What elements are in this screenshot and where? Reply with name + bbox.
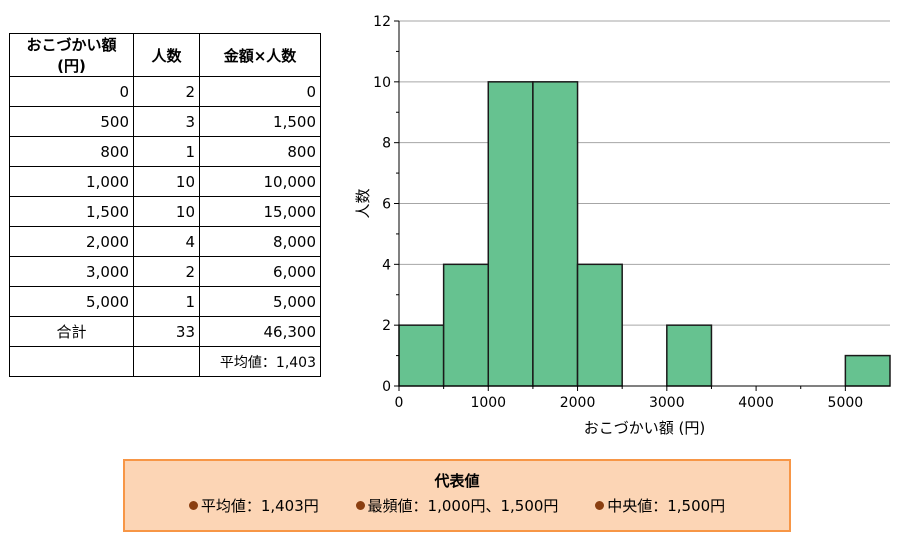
summary-item-median-text: 中央値：1,500円 — [607, 497, 726, 515]
table-total-row: 合計 33 46,300 — [9, 316, 321, 347]
header-count: 人数 — [133, 33, 200, 77]
row-product: 0 — [199, 76, 321, 107]
row-product: 10,000 — [199, 166, 321, 197]
histogram-bar — [576, 263, 623, 387]
row-count: 1 — [133, 286, 200, 317]
row-amount: 1,500 — [9, 196, 134, 227]
y-tick-label: 12 — [373, 14, 391, 30]
average-empty-2 — [133, 346, 200, 377]
row-amount: 3,000 — [9, 256, 134, 287]
row-amount: 800 — [9, 136, 134, 167]
x-tick-label: 4000 — [738, 395, 774, 411]
table-row: 5,000 1 5,000 — [9, 286, 321, 317]
row-product: 6,000 — [199, 256, 321, 287]
row-product: 5,000 — [199, 286, 321, 317]
table-row: 500 3 1,500 — [9, 106, 321, 137]
histogram-bar — [442, 263, 490, 387]
row-amount: 0 — [9, 76, 134, 107]
row-amount: 500 — [9, 106, 134, 137]
summary-box: 代表値 平均値：1,403円 最頻値：1,000円、1,500円 中央値：1,5… — [123, 459, 791, 532]
y-tick-label: 6 — [382, 197, 391, 213]
row-product: 15,000 — [199, 196, 321, 227]
total-count: 33 — [133, 316, 200, 347]
bullet-icon — [355, 501, 365, 510]
y-axis-title: 人数 — [354, 188, 372, 218]
row-product: 1,500 — [199, 106, 321, 137]
histogram-bar — [532, 81, 579, 387]
y-tick-label: 10 — [373, 75, 391, 91]
row-product: 8,000 — [199, 226, 321, 257]
x-axis-title: おこづかい額 (円) — [584, 419, 705, 437]
histogram-chart: 0 2 4 6 8 10 12 0 1000 2000 3000 4000 5000 おこづかい額 (円)… — [354, 14, 891, 437]
bullet-icon — [595, 501, 605, 510]
x-tick-label: 1000 — [470, 395, 506, 411]
x-tick-label: 0 — [395, 395, 404, 411]
row-product: 800 — [199, 136, 321, 167]
summary-item-mode-text: 最頻値：1,000円、1,500円 — [367, 497, 559, 515]
row-count: 2 — [133, 76, 200, 107]
bullet-icon — [188, 501, 198, 510]
table-row: 1,500 10 15,000 — [9, 196, 321, 227]
total-amount: 46,300 — [199, 316, 321, 347]
average-empty-1 — [9, 346, 134, 377]
histogram-bar — [487, 81, 534, 387]
summary-item-mean: 平均値：1,403円 — [188, 495, 319, 517]
table-row: 800 1 800 — [9, 136, 321, 167]
table-header-row: おこづかい額(円) 人数 金額×人数 — [9, 33, 321, 77]
y-tick-label: 2 — [382, 318, 391, 334]
total-label: 合計 — [9, 316, 134, 347]
x-tick-label: 3000 — [649, 395, 685, 411]
allowance-table: おこづかい額(円) 人数 金額×人数 0 2 0 500 3 1,500 800 1 800 1,… — [9, 33, 321, 377]
row-amount: 1,000 — [9, 166, 134, 197]
histogram-bar — [666, 324, 713, 387]
table-row: 2,000 4 8,000 — [9, 226, 321, 257]
row-amount: 5,000 — [9, 286, 134, 317]
header-amount: おこづかい額(円) — [9, 33, 134, 77]
row-count: 2 — [133, 256, 200, 287]
summary-item-mode: 最頻値：1,000円、1,500円 — [355, 495, 559, 517]
average-value: 平均値：1,403 — [199, 346, 321, 377]
y-tick-label: 0 — [382, 379, 391, 395]
row-count: 10 — [133, 166, 200, 197]
x-tick-label: 5000 — [828, 395, 864, 411]
summary-title: 代表値 — [434, 472, 480, 490]
y-tick-label: 4 — [382, 257, 391, 273]
table-row: 3,000 2 6,000 — [9, 256, 321, 287]
y-tick-label: 8 — [382, 136, 391, 152]
row-count: 4 — [133, 226, 200, 257]
table-row: 1,000 10 10,000 — [9, 166, 321, 197]
row-count: 1 — [133, 136, 200, 167]
x-tick-label: 2000 — [560, 395, 596, 411]
table-average-row: 平均値：1,403 — [9, 346, 321, 377]
row-count: 3 — [133, 106, 200, 137]
row-count: 10 — [133, 196, 200, 227]
histogram-bar — [844, 354, 891, 387]
histogram-bar — [398, 324, 445, 387]
row-amount: 2,000 — [9, 226, 134, 257]
summary-items: 平均値：1,403円 最頻値：1,000円、1,500円 中央値：1,500円 — [125, 495, 789, 517]
summary-item-median: 中央値：1,500円 — [595, 495, 725, 517]
header-product: 金額×人数 — [199, 33, 321, 77]
summary-item-mean-text: 平均値：1,403円 — [200, 497, 319, 515]
